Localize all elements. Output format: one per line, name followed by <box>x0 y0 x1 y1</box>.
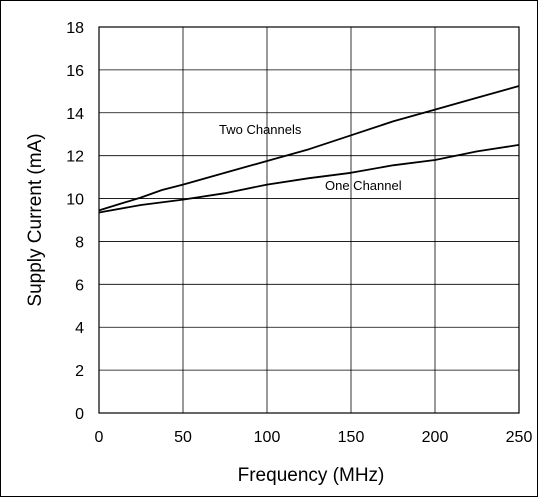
y-axis-tick-labels: 0 2 4 6 8 10 12 14 16 18 <box>66 20 84 423</box>
series-line-one-channel <box>98 144 520 214</box>
y-tick-label: 8 <box>75 234 84 251</box>
x-tick-label: 100 <box>254 429 281 446</box>
y-tick-label: 4 <box>75 320 84 337</box>
y-tick-label: 0 <box>75 406 84 423</box>
plot-area-border <box>98 26 520 414</box>
series-lines <box>98 85 520 214</box>
y-tick-label: 6 <box>75 277 84 294</box>
x-axis-tick-labels: 0 50 100 150 200 250 <box>95 429 533 446</box>
series-label-two-channels: Two Channels <box>219 122 302 137</box>
series-line-two-channels <box>98 85 520 212</box>
y-tick-label: 14 <box>66 106 84 123</box>
x-axis-title: Frequency (MHz) <box>238 465 385 486</box>
y-tick-label: 18 <box>66 20 84 37</box>
x-tick-label: 150 <box>338 429 365 446</box>
series-label-one-channel: One Channel <box>325 178 402 193</box>
y-axis-title: Supply Current (mA) <box>25 133 46 306</box>
x-tick-label: 200 <box>422 429 449 446</box>
x-tick-label: 250 <box>506 429 533 446</box>
x-tick-label: 50 <box>174 429 192 446</box>
y-tick-label: 16 <box>66 63 84 80</box>
y-tick-label: 12 <box>66 149 84 166</box>
y-tick-label: 10 <box>66 192 84 209</box>
x-tick-label: 0 <box>95 429 104 446</box>
y-tick-label: 2 <box>75 363 84 380</box>
